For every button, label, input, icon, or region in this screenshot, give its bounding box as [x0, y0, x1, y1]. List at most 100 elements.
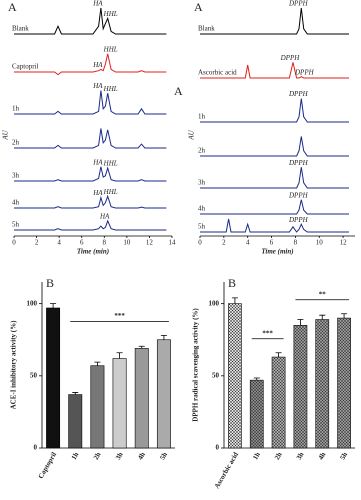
- legend-label: 4h: [12, 199, 20, 207]
- legend-label: Ascorbic acid: [198, 69, 237, 77]
- x-tick-label: 12: [146, 239, 154, 247]
- legend-label: 4h: [198, 205, 206, 213]
- legend-label: 1h: [12, 105, 20, 113]
- trace: [14, 53, 167, 76]
- significance-label: **: [319, 290, 327, 298]
- bar: [112, 358, 127, 449]
- legend-label: Blank: [12, 25, 29, 33]
- bar: [90, 365, 105, 449]
- peak-label: HA: [92, 0, 103, 8]
- peak-label: DPPH: [288, 159, 309, 167]
- y-tick-label: 50: [30, 371, 38, 379]
- x-tick-label: 3h: [114, 451, 125, 461]
- error-bar: [319, 314, 326, 320]
- x-tick-label: 4h: [317, 451, 328, 461]
- panel-label: B: [46, 276, 54, 290]
- peak-label: DPPH: [280, 54, 301, 62]
- panel-label: A: [8, 0, 17, 14]
- error-bar: [138, 345, 145, 349]
- trace: [14, 128, 167, 149]
- peak-label: HA: [92, 189, 103, 197]
- x-tick-label: 12: [340, 239, 348, 247]
- error-bar: [50, 303, 57, 308]
- legend-label: Captopril: [12, 63, 38, 71]
- y-axis-label: ACE-I inhibitory activity (%): [10, 320, 18, 410]
- peak-label: HHL: [103, 85, 118, 93]
- bar-hatch: [315, 319, 329, 448]
- peak-label: HHL: [103, 10, 118, 18]
- trace: [200, 98, 349, 123]
- peak-label: DPPH: [288, 90, 309, 98]
- error-bar: [94, 361, 101, 366]
- x-tick-label: 4: [57, 239, 61, 247]
- peak-label: HHL: [103, 188, 118, 196]
- error-bar: [297, 319, 304, 326]
- error-bar: [72, 392, 79, 395]
- trace: [200, 62, 349, 79]
- x-tick-label: 6: [80, 239, 84, 247]
- bar-hatch: [228, 303, 242, 448]
- x-tick-label: 3h: [295, 451, 306, 461]
- significance-label: ***: [114, 312, 125, 320]
- trace: [200, 7, 349, 35]
- error-bar: [341, 313, 348, 319]
- legend-label: Blank: [198, 25, 215, 33]
- error-bar: [253, 377, 260, 381]
- trace: [200, 167, 349, 189]
- axes: [223, 282, 355, 449]
- peak-label: HHL: [103, 160, 118, 168]
- error-bar: [160, 335, 167, 340]
- bar-hatch: [250, 380, 264, 448]
- y-axis-label: DPPH radical scavenging activity (%): [192, 308, 200, 422]
- trace: [14, 166, 167, 182]
- peak-label: HA: [92, 158, 103, 166]
- y-axis-label: AU: [2, 129, 10, 140]
- legend-label: 5h: [12, 221, 20, 229]
- x-tick-label: 2h: [92, 451, 103, 461]
- x-tick-label: 4h: [136, 451, 147, 461]
- x-tick-label: 5h: [339, 451, 350, 461]
- trace: [14, 219, 167, 231]
- legend-label: 3h: [12, 172, 20, 180]
- error-bar: [116, 352, 123, 359]
- bar-hatch: [293, 325, 307, 448]
- bar-hatch: [272, 357, 286, 448]
- peak-label: DPPH: [288, 0, 309, 8]
- axes: [41, 282, 175, 449]
- x-tick-label: 1h: [70, 451, 81, 461]
- bar: [134, 348, 149, 449]
- panel-label: A: [194, 0, 203, 14]
- x-axis-label: Time (min): [261, 248, 293, 256]
- peak-label: HHL: [103, 45, 118, 53]
- x-tick-label: Ascorbic acid: [213, 451, 240, 490]
- x-tick-label: Captopril: [37, 451, 59, 480]
- significance-label: ***: [262, 329, 273, 337]
- annotation: A: [174, 84, 183, 98]
- x-tick-label: 2: [222, 239, 226, 247]
- x-tick-label: 0: [198, 239, 202, 247]
- x-tick-label: 14: [169, 239, 177, 247]
- panel-label: B: [228, 276, 236, 290]
- x-tick-label: 4: [246, 239, 250, 247]
- x-tick-label: 6: [270, 239, 274, 247]
- y-tick-label: 0: [216, 444, 220, 452]
- y-tick-label: 0: [34, 444, 38, 452]
- x-tick-label: 10: [316, 239, 324, 247]
- x-tick-label: 2h: [273, 451, 284, 461]
- x-tick-label: 10: [123, 239, 131, 247]
- legend-label: 2h: [198, 147, 206, 155]
- x-tick-label: 0: [12, 239, 16, 247]
- bar: [68, 394, 83, 449]
- error-bar: [231, 297, 238, 304]
- bar: [46, 307, 61, 449]
- trace: [14, 7, 167, 35]
- legend-label: 1h: [198, 113, 206, 121]
- trace: [14, 194, 167, 209]
- peak-label: HA: [92, 82, 103, 90]
- trace: [200, 136, 349, 157]
- legend-label: 2h: [12, 139, 20, 147]
- y-tick-label: 100: [27, 299, 38, 307]
- x-tick-label: 5h: [158, 451, 169, 461]
- trace: [200, 199, 349, 215]
